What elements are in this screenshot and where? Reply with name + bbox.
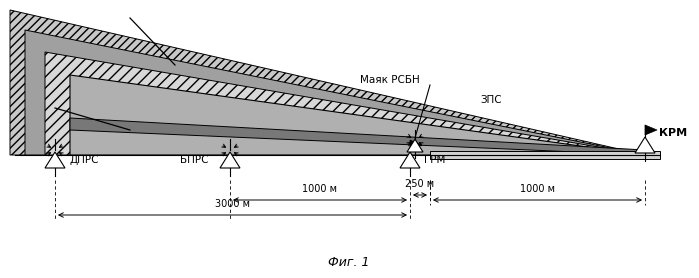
Text: 1000 м: 1000 м [303,184,338,194]
Text: 1000 м: 1000 м [520,184,555,194]
Polygon shape [25,30,645,155]
Polygon shape [410,140,422,150]
Polygon shape [70,118,645,155]
Text: КРМ: КРМ [659,128,687,138]
Text: Маяк РСБН: Маяк РСБН [360,75,420,85]
Text: БПРС: БПРС [180,155,208,165]
Polygon shape [400,152,420,168]
Text: ГРМ: ГРМ [424,155,445,165]
Polygon shape [430,151,660,159]
Polygon shape [407,139,423,152]
Polygon shape [635,137,655,153]
Polygon shape [45,52,645,155]
Text: 3000 м: 3000 м [215,199,250,209]
Polygon shape [70,75,645,155]
Polygon shape [45,152,65,168]
Text: ДПРС: ДПРС [69,155,99,165]
Text: Фиг. 1: Фиг. 1 [329,255,370,269]
Polygon shape [220,152,240,168]
Text: 250 м: 250 м [405,179,435,189]
Text: ЗПС: ЗПС [480,95,502,105]
Polygon shape [645,125,657,135]
Polygon shape [10,10,645,155]
